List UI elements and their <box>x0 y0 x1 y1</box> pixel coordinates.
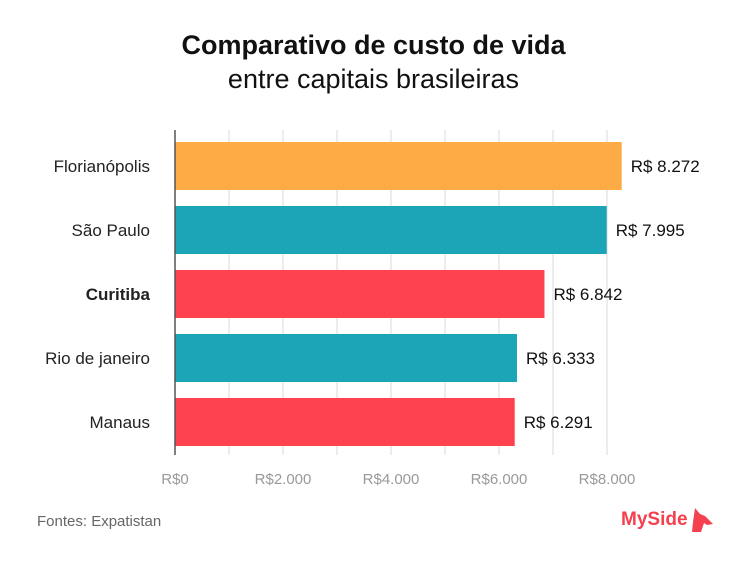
data-label: R$ 8.272 <box>631 157 700 176</box>
category-label: Manaus <box>90 413 150 432</box>
category-label: Florianópolis <box>54 157 150 176</box>
source-note: Fontes: Expatistan <box>37 513 162 530</box>
x-tick-label: R$8.000 <box>579 471 636 488</box>
dog-icon <box>691 508 713 532</box>
bar <box>175 334 517 382</box>
x-tick-label: R$0 <box>161 471 189 488</box>
data-label: R$ 7.995 <box>616 221 685 240</box>
data-label: R$ 6.842 <box>553 285 622 304</box>
chart-title: Comparativo de custo de vida <box>181 30 566 60</box>
myside-logo: MySide <box>621 508 713 532</box>
bar <box>175 142 622 190</box>
x-tick-label: R$4.000 <box>363 471 420 488</box>
bar <box>175 270 545 318</box>
x-tick-label: R$2.000 <box>255 471 312 488</box>
logo-text: MySide <box>621 509 688 530</box>
data-label: R$ 6.291 <box>524 413 593 432</box>
x-tick-label: R$6.000 <box>471 471 528 488</box>
category-label: São Paulo <box>72 221 150 240</box>
chart-subtitle: entre capitais brasileiras <box>227 64 520 94</box>
category-label: Rio de janeiro <box>45 349 150 368</box>
bar <box>175 398 515 446</box>
category-label: Curitiba <box>86 285 151 304</box>
data-label: R$ 6.333 <box>526 349 595 368</box>
bar <box>175 206 607 254</box>
